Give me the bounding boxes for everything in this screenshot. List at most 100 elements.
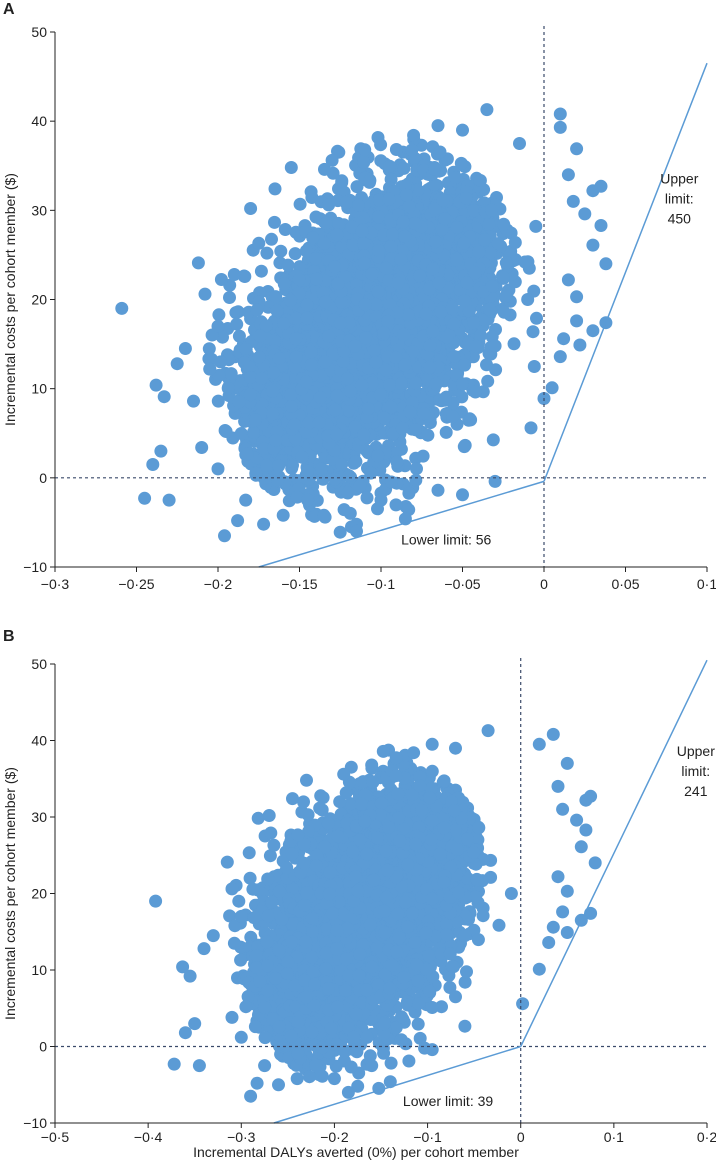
scatter-point [285,161,298,174]
scatter-point [595,180,608,193]
scatter-point [396,422,409,435]
scatter-point [400,189,413,202]
scatter-point [284,388,297,401]
scatter-point [448,318,461,331]
scatter-point [362,402,375,415]
scatter-point [372,285,385,298]
scatter-point [398,230,411,243]
scatter-point [222,382,235,395]
scatter-point [528,360,541,373]
scatter-point [284,294,297,307]
scatter-point [335,174,348,187]
scatter-point [397,328,410,341]
scatter-point [521,293,534,306]
scatter-point [301,465,314,478]
scatter-point [480,358,493,371]
scatter-point [386,228,399,241]
scatter-point [513,137,526,150]
scatter-point [244,371,257,384]
scatter-point [212,308,225,321]
scatter-point [241,448,254,461]
scatter-point [509,236,522,249]
scatter-point [255,265,268,278]
scatter-point [378,412,391,425]
scatter-point [218,529,231,542]
x-tick-label: −0·3 [41,576,70,590]
scatter-point [192,256,205,269]
scatter-point [305,358,318,371]
scatter-point [300,375,313,388]
scatter-point [233,330,246,343]
scatter-point [446,410,459,423]
scatter-point [332,277,345,290]
scatter-point [554,121,567,134]
scatter-point [306,231,319,244]
scatter-point [383,160,396,173]
scatter-point [273,352,286,365]
scatter-point [554,350,567,363]
scatter-point [357,428,370,441]
scatter-point [338,503,351,516]
scatter-point [203,363,216,376]
scatter-point [274,245,287,258]
scatter-point [220,425,233,438]
scatter-point [397,162,410,175]
scatter-point [251,304,264,317]
scatter-point [427,262,440,275]
scatter-point [557,332,570,345]
scatter-point [407,129,420,142]
scatter-point [570,314,583,327]
scatter-point [529,220,542,233]
scatter-point [428,163,441,176]
x-tick-label: −0·05 [444,576,480,590]
scatter-point [146,458,159,471]
scatter-point [409,423,422,436]
scatter-point [289,332,302,345]
scatter-point [424,339,437,352]
y-tick-label: 40 [31,113,47,129]
scatter-point [429,235,442,248]
chart-a: A−1001020304050−0·3−0·25−0·2−0·15−0·1−0·… [0,0,716,590]
scatter-point [470,340,483,353]
scatter-point [257,518,270,531]
scatter-point [530,312,543,325]
x-tick-label: −0·15 [281,576,317,590]
scatter-point [397,215,410,228]
scatter-point [138,492,151,505]
scatter-point [255,372,268,385]
panel-letter: A [3,1,15,18]
scatter-point [150,379,163,392]
scatter-point [223,291,236,304]
scatter-point [384,401,397,414]
scatter-point [332,217,345,230]
scatter-point [214,355,227,368]
scatter-point [435,305,448,318]
scatter-point [499,290,512,303]
scatter-point [357,237,370,250]
scatter-point [260,247,273,260]
scatter-point [334,526,347,539]
scatter-point [404,405,417,418]
scatter-point [247,426,260,439]
scatter-point [368,344,381,357]
scatter-point [231,514,244,527]
scatter-point [318,356,331,369]
scatter-point [570,142,583,155]
scatter-point [497,271,510,284]
scatter-point [293,273,306,286]
scatter-point [228,268,241,281]
scatter-point [265,233,278,246]
scatter-point [439,394,452,407]
scatter-point [403,200,416,213]
scatter-point [233,396,246,409]
scatter-point [599,257,612,270]
scatter-point [391,456,404,469]
y-tick-label: 10 [31,381,47,397]
scatter-point [438,212,451,225]
scatter-point [363,174,376,187]
scatter-point [573,339,586,352]
scatter-point [313,416,326,429]
scatter-point [492,237,505,250]
scatter-point [290,351,303,364]
